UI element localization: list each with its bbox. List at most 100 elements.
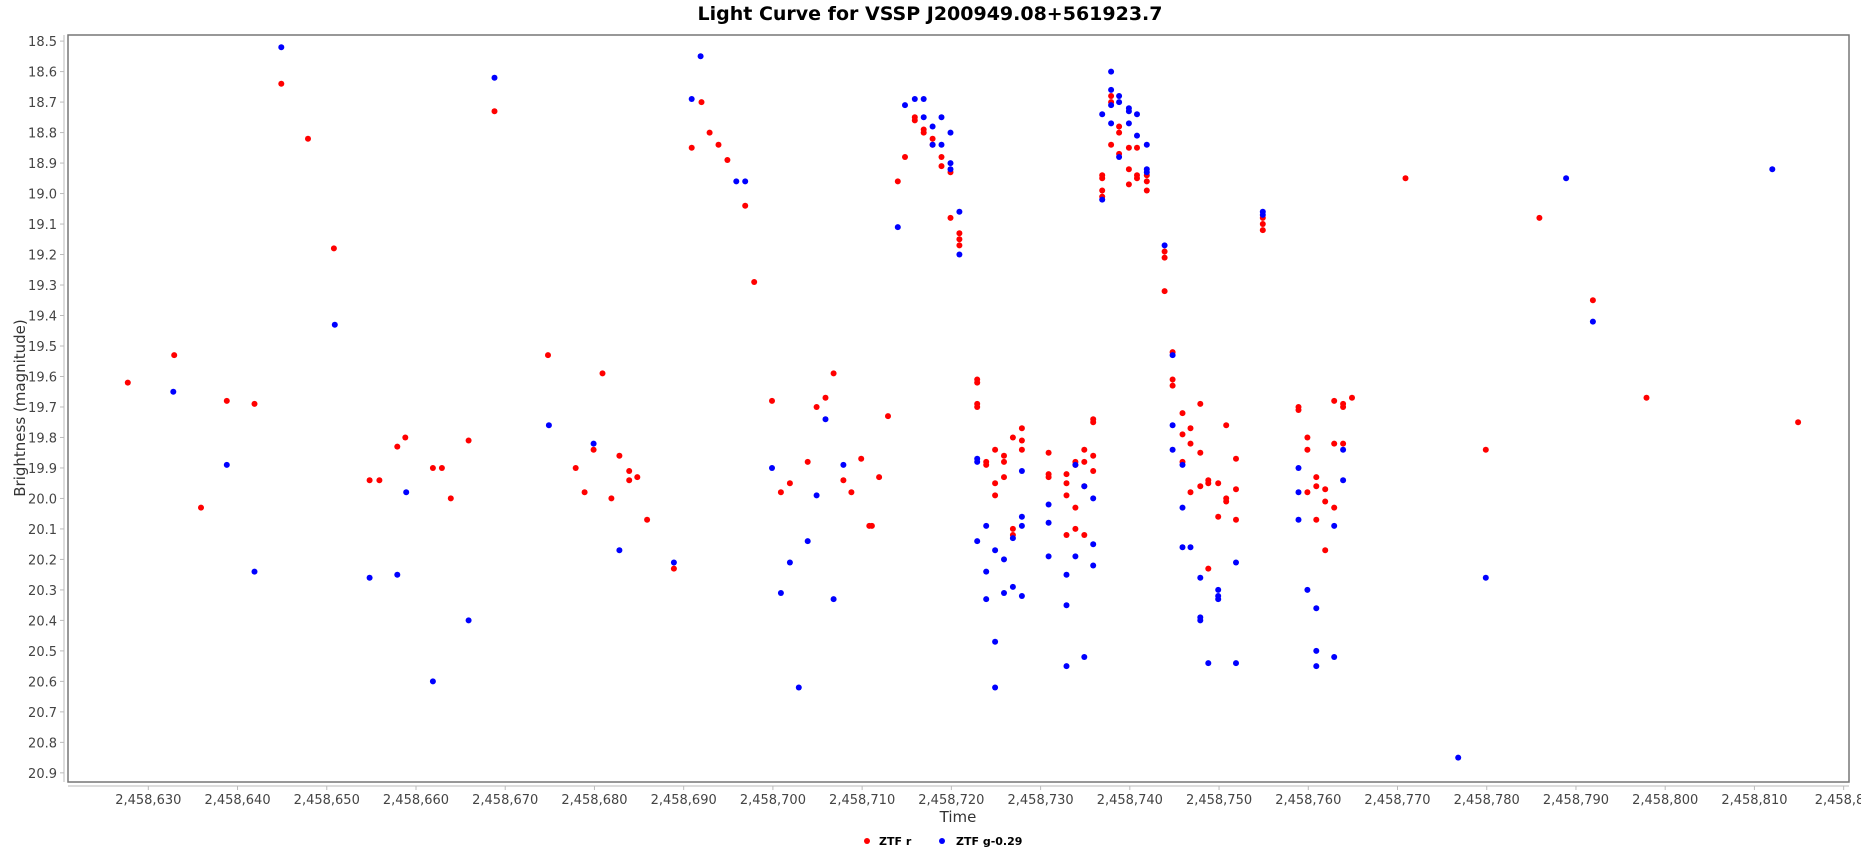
data-point-ztf-g — [1001, 590, 1007, 596]
data-point-ztf-r — [1340, 400, 1347, 407]
data-point-ztf-g — [1099, 196, 1106, 203]
data-point-ztf-g — [938, 114, 945, 121]
data-point-ztf-r — [974, 404, 981, 410]
data-point-ztf-r — [223, 397, 230, 404]
data-point-ztf-g — [1313, 647, 1320, 654]
data-point-ztf-r — [938, 163, 945, 170]
data-point-ztf-r — [1009, 525, 1016, 532]
data-point-ztf-r — [251, 400, 258, 407]
data-point-ztf-r — [769, 397, 775, 404]
data-point-ztf-g — [1018, 522, 1025, 529]
legend: ZTF r ZTF g-0.29 — [864, 835, 1022, 848]
x-tick-label: 2,458,770 — [1364, 793, 1430, 808]
data-point-ztf-g — [1045, 501, 1052, 508]
data-point-ztf-r — [1143, 178, 1150, 185]
y-tick-label: 19.1 — [28, 218, 57, 233]
data-point-ztf-r — [983, 461, 990, 468]
x-tick-label: 2,458,750 — [1186, 793, 1252, 808]
x-tick-label: 2,458,690 — [651, 793, 717, 808]
data-point-ztf-r — [1313, 474, 1320, 481]
y-tick-label: 20.6 — [28, 675, 57, 690]
y-tick-label: 18.8 — [28, 127, 57, 142]
data-point-ztf-g — [920, 96, 927, 102]
data-point-ztf-g — [251, 568, 258, 575]
data-point-ztf-r — [1134, 175, 1140, 182]
data-point-ztf-r — [813, 404, 820, 410]
y-tick-label: 20.0 — [28, 492, 57, 507]
x-tick-label: 2,458,760 — [1275, 793, 1341, 808]
data-point-ztf-r — [1313, 516, 1320, 523]
data-point-ztf-g — [1169, 352, 1176, 359]
data-point-ztf-g — [1090, 541, 1097, 548]
data-point-ztf-g — [992, 547, 999, 554]
data-point-ztf-r — [751, 279, 758, 285]
data-point-ztf-r — [1009, 434, 1016, 441]
data-point-ztf-g — [1018, 468, 1025, 474]
x-tick-label: 2,458,82 — [1815, 793, 1861, 808]
x-tick-label: 2,458,810 — [1721, 793, 1787, 808]
data-point-ztf-r — [1205, 565, 1212, 572]
data-point-ztf-g — [1009, 583, 1016, 590]
data-point-ztf-r — [670, 565, 677, 572]
data-point-ztf-g — [992, 638, 999, 645]
data-point-ztf-r — [1018, 425, 1025, 432]
data-point-ztf-r — [1340, 440, 1347, 447]
x-tick-label: 2,458,720 — [918, 793, 984, 808]
data-point-ztf-g — [465, 617, 472, 624]
data-point-ztf-r — [698, 99, 705, 106]
data-point-ztf-r — [868, 522, 875, 529]
y-tick-label: 19.5 — [28, 340, 57, 355]
data-point-ztf-r — [1331, 397, 1338, 404]
data-point-ztf-g — [956, 251, 963, 258]
data-point-ztf-r — [1233, 516, 1239, 523]
data-point-ztf-g — [697, 53, 704, 60]
y-ticks: 18.5 18.6 18.7 18.8 18.9 19.0 19.1 19.2 19.3 19.4… — [28, 35, 64, 782]
data-point-ztf-r — [1197, 449, 1204, 456]
x-tick-label: 2,458,800 — [1632, 793, 1698, 808]
data-point-ztf-g — [769, 465, 775, 471]
data-point-ztf-r — [929, 135, 936, 142]
data-point-ztf-r — [938, 154, 945, 160]
x-tick-label: 2,458,700 — [740, 793, 806, 808]
legend-marker-ztf-g — [939, 838, 945, 844]
data-point-ztf-r — [1161, 288, 1168, 295]
data-point-ztf-g — [920, 114, 927, 121]
data-point-ztf-r — [876, 474, 883, 481]
data-point-ztf-r — [1259, 221, 1266, 227]
data-point-ztf-g — [742, 178, 749, 185]
data-point-ztf-g — [590, 440, 597, 447]
data-point-ztf-g — [1179, 461, 1186, 468]
data-point-ztf-g — [786, 559, 793, 566]
data-point-ztf-r — [956, 236, 963, 243]
x-tick-label: 2,458,730 — [1008, 793, 1074, 808]
x-tick-label: 2,458,660 — [383, 793, 449, 808]
data-point-ztf-r — [1161, 248, 1168, 255]
data-point-ztf-r — [1134, 144, 1140, 151]
data-point-ztf-g — [1179, 504, 1186, 511]
data-point-ztf-g — [1018, 513, 1025, 520]
data-point-ztf-r — [1099, 187, 1106, 194]
data-point-ztf-r — [911, 117, 918, 124]
data-point-ztf-r — [1322, 486, 1329, 493]
data-point-ztf-r — [1536, 214, 1543, 221]
data-point-ztf-r — [1072, 504, 1079, 511]
data-point-ztf-r — [590, 446, 597, 453]
data-point-ztf-r — [581, 489, 588, 496]
legend-label-ztf-r: ZTF r — [879, 835, 912, 848]
y-tick-label: 20.1 — [28, 523, 57, 538]
data-point-ztf-r — [1215, 513, 1222, 520]
data-point-ztf-r — [1099, 175, 1106, 182]
data-point-ztf-g — [545, 422, 552, 429]
data-point-ztf-g — [1331, 654, 1338, 660]
data-point-ztf-g — [1215, 596, 1222, 603]
data-point-ztf-g — [1134, 132, 1140, 139]
data-point-ztf-g — [983, 568, 990, 575]
data-point-ztf-r — [1304, 489, 1311, 496]
data-point-ztf-r — [848, 489, 855, 496]
data-point-ztf-r — [1589, 297, 1596, 304]
data-point-ztf-r — [1187, 489, 1194, 496]
data-point-ztf-r — [1116, 123, 1123, 130]
data-point-ztf-g — [1108, 120, 1115, 127]
data-point-ztf-r — [858, 455, 865, 462]
y-tick-label: 20.3 — [28, 584, 57, 599]
